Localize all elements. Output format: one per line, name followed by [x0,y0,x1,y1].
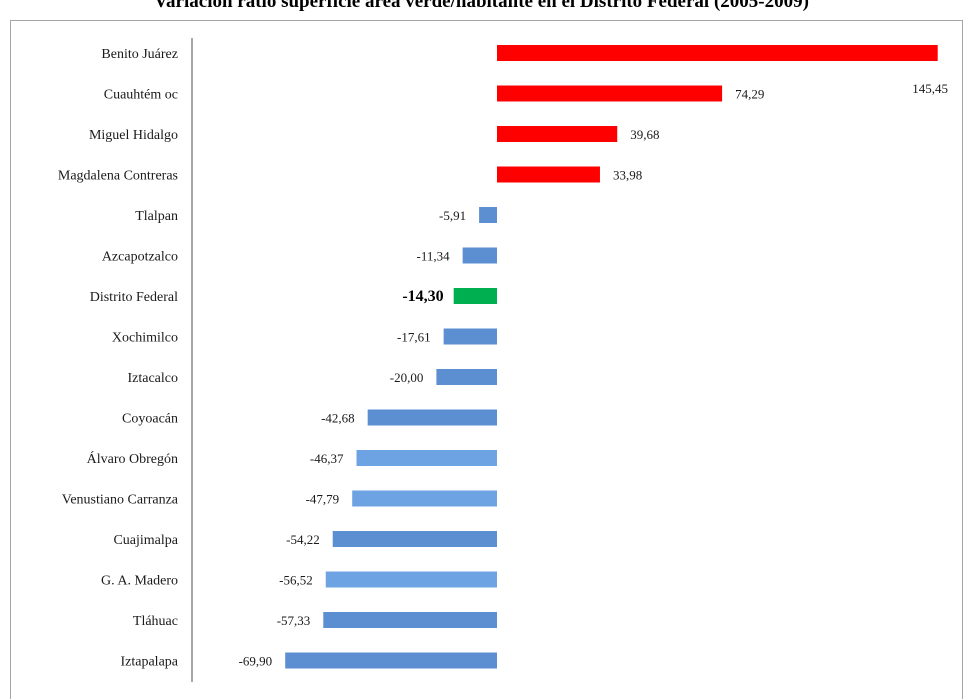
data-label: 39,68 [630,127,659,142]
data-label: 33,98 [613,168,642,183]
category-label: Magdalena Contreras [58,169,178,184]
data-label: -5,91 [439,208,466,223]
category-label: Xochimilco [112,331,178,346]
category-label: Miguel Hidalgo [89,128,178,143]
data-label: 74,29 [735,87,764,102]
chart-title: Variación ratio superficie área verde/ha… [154,0,809,12]
category-label: Benito Juárez [101,47,178,62]
data-label: -17,61 [397,330,431,345]
bar-8 [443,328,497,345]
data-label: -56,52 [279,573,313,588]
data-label: -11,34 [417,249,451,264]
bar-12 [352,490,497,507]
bar-6 [462,247,497,264]
category-label: Álvaro Obregón [87,450,178,467]
bar-14 [325,571,497,588]
data-label: -42,68 [321,411,355,426]
category-label: Venustiano Carranza [62,493,179,508]
bar-13 [332,531,497,547]
bar-9 [436,369,497,385]
data-label: 145,45 [912,81,948,96]
category-label: Iztapalapa [120,655,178,670]
category-label: Tlalpan [135,209,178,224]
bar-10 [367,409,497,426]
data-label: -47,79 [306,492,340,507]
bar-11 [356,450,497,466]
category-label: Cuauhtém oc [104,88,178,103]
category-label: Tláhuac [133,614,178,629]
bar-15 [323,612,497,628]
bar-3 [497,126,618,142]
data-label: -14,30 [402,288,443,305]
category-label: Azcapotzalco [102,250,178,265]
category-label: Cuajimalpa [113,533,178,548]
category-label: Coyoacán [122,412,178,427]
data-label: -20,00 [390,370,424,385]
bar-2 [497,85,723,102]
data-label: -69,90 [239,654,273,669]
category-label: G. A. Madero [101,574,178,589]
bar-16 [285,652,497,669]
bar-7 [453,288,497,304]
data-label: -46,37 [310,451,344,466]
bar-4 [497,166,600,183]
data-label: -54,22 [286,532,320,547]
category-label: Iztacalco [127,371,178,386]
data-label: -57,33 [277,613,311,628]
bar-1 [497,45,938,61]
bar-5 [479,207,497,223]
category-label: Distrito Federal [90,290,178,305]
